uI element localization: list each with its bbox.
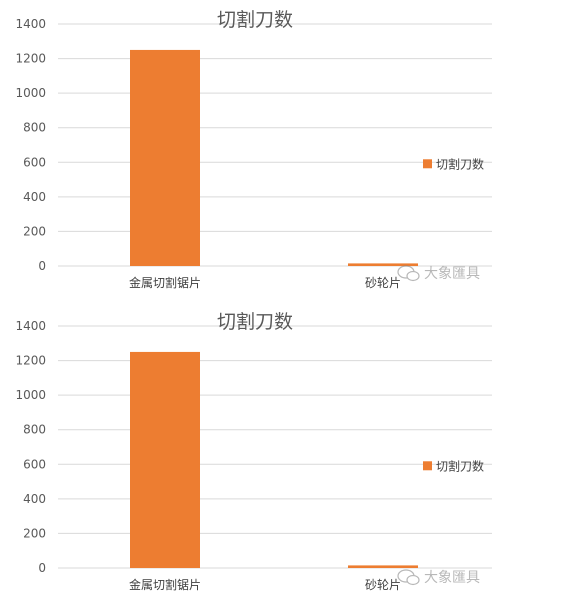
- y-tick-label: 0: [38, 259, 46, 273]
- x-tick-label: 金属切割锯片: [129, 577, 201, 592]
- wechat-icon: [397, 265, 420, 282]
- y-tick-label: 200: [23, 224, 46, 238]
- bar-0: [130, 351, 200, 568]
- y-tick-label: 1400: [15, 17, 46, 31]
- y-tick-label: 200: [23, 526, 46, 540]
- chart-title: 切割刀数: [217, 9, 293, 31]
- wechat-bubble-small: [406, 574, 420, 586]
- watermark-text: 大象匯具: [424, 570, 480, 586]
- legend-label: 切割刀数: [436, 458, 484, 473]
- y-tick-label: 400: [23, 190, 46, 204]
- y-tick-label: 600: [23, 457, 46, 471]
- x-tick-label: 砂轮片: [365, 578, 401, 592]
- y-tick-label: 1400: [15, 319, 46, 333]
- wechat-bubble-small: [406, 270, 420, 282]
- wechat-icon: [397, 569, 420, 586]
- bar-1: [348, 263, 418, 266]
- x-tick-label: 金属切割锯片: [129, 275, 201, 290]
- y-tick-label: 1000: [15, 388, 46, 402]
- legend: 切割刀数: [423, 458, 484, 473]
- y-tick-label: 800: [23, 423, 46, 437]
- watermark: 大象匯具: [397, 569, 480, 586]
- bar-0: [130, 49, 200, 266]
- y-tick-label: 1000: [15, 86, 46, 100]
- y-tick-label: 1200: [15, 354, 46, 368]
- y-tick-label: 400: [23, 492, 46, 506]
- legend-swatch: [423, 159, 432, 169]
- y-tick-label: 600: [23, 155, 46, 169]
- legend-label: 切割刀数: [436, 156, 484, 171]
- y-tick-label: 0: [38, 561, 46, 575]
- y-tick-label: 1200: [15, 52, 46, 66]
- chart-title: 切割刀数: [217, 311, 293, 333]
- x-tick-label: 砂轮片: [365, 276, 401, 290]
- legend-swatch: [423, 461, 432, 471]
- watermark-text: 大象匯具: [424, 266, 480, 282]
- legend: 切割刀数: [423, 156, 484, 171]
- bar-1: [348, 565, 418, 568]
- watermark: 大象匯具: [397, 265, 480, 282]
- y-tick-label: 800: [23, 121, 46, 135]
